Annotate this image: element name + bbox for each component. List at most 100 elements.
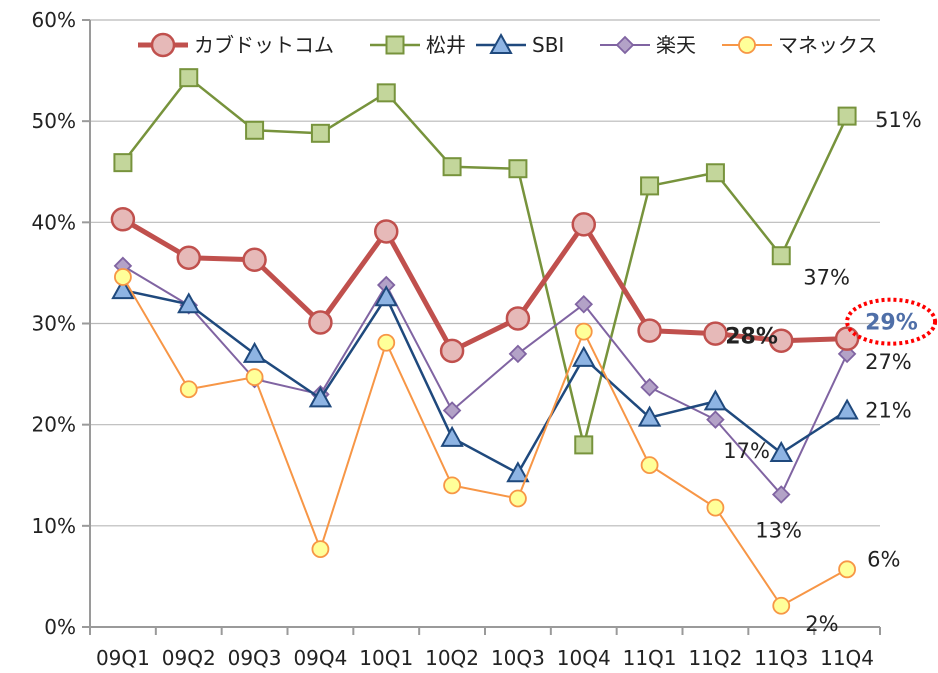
gridlines (90, 19, 880, 527)
data-point-marker (311, 540, 330, 559)
series-line (122, 276, 848, 607)
annotation-label: 37% (803, 266, 850, 290)
data-point-marker (738, 36, 756, 54)
data-point-marker (706, 410, 725, 429)
x-tick-label: 09Q4 (293, 646, 347, 670)
series-4 (113, 256, 857, 504)
x-tick-label: 09Q3 (228, 646, 282, 670)
data-point-marker (508, 344, 528, 364)
data-point-marker (308, 310, 333, 335)
x-tick-label: 10Q3 (491, 646, 545, 670)
data-point-marker (114, 268, 132, 286)
x-tick-label: 09Q1 (96, 646, 150, 670)
annotation-label: 28% (725, 325, 778, 350)
axes: 0% 10% 20% 30% 40% 50% 60% 09Q1 09Q2 09Q3 09Q4 10Q1… (32, 8, 881, 670)
data-annotations: 51% 37% 28% 29% 27% 17% 21% 13% 6% 2% (723, 108, 938, 636)
legend-entry: カブドットコム (138, 32, 334, 58)
data-point-marker (509, 489, 527, 508)
series-line (122, 264, 848, 496)
data-point-marker (572, 345, 596, 367)
data-point-marker (113, 153, 133, 173)
annotation-label: 17% (723, 439, 770, 463)
data-point-marker (439, 338, 465, 364)
x-tick-label: 09Q2 (162, 646, 216, 670)
data-point-marker (179, 380, 198, 399)
x-tick-label: 10Q2 (425, 646, 479, 670)
data-point-marker (377, 333, 396, 352)
data-point-marker (440, 425, 464, 447)
x-tick-label: 11Q1 (623, 646, 677, 670)
data-point-marker (705, 163, 725, 183)
legend-entry: マネックス (722, 33, 877, 57)
annotation-label: 21% (865, 399, 912, 423)
series-line (121, 76, 849, 447)
data-point-marker (376, 83, 396, 103)
data-point-marker (508, 159, 528, 179)
legend-entry: SBI (476, 32, 564, 57)
data-point-marker (179, 68, 199, 88)
data-point-marker (615, 35, 635, 55)
data-point-marker (489, 32, 513, 54)
data-point-marker (310, 123, 330, 143)
data-point-marker (703, 321, 728, 346)
highlight-circle (845, 297, 938, 346)
data-point-marker (637, 405, 662, 427)
x-tick-label: 11Q3 (754, 646, 808, 670)
data-point-marker (374, 285, 398, 307)
data-point-marker (571, 212, 596, 237)
data-point-marker (772, 596, 791, 615)
y-tick-label: 40% (32, 210, 76, 234)
data-point-marker (640, 176, 660, 196)
y-tick-label: 10% (32, 514, 76, 538)
data-point-marker (505, 306, 531, 331)
x-tick-label: 10Q1 (359, 646, 413, 670)
data-point-marker (443, 476, 461, 495)
data-point-marker (242, 341, 267, 363)
data-point-marker (835, 398, 859, 420)
data-point-marker (245, 368, 264, 387)
series-lines (110, 68, 860, 615)
series-1 (110, 207, 860, 364)
x-tick-label: 10Q4 (557, 646, 611, 670)
legend-label: 松井 (426, 33, 466, 57)
annotation-label: 27% (865, 350, 912, 374)
data-point-marker (769, 328, 794, 353)
data-point-marker (640, 456, 659, 475)
data-point-marker (637, 318, 662, 343)
data-point-marker (703, 389, 728, 411)
data-point-marker (837, 106, 857, 126)
y-tick-label: 50% (32, 109, 76, 133)
annotation-label: 6% (867, 547, 900, 571)
legend-entry: 楽天 (600, 33, 696, 57)
y-tick-label: 20% (32, 413, 76, 437)
annotation-label: 51% (875, 108, 922, 132)
data-point-marker (242, 247, 267, 273)
series-3 (111, 278, 859, 483)
data-point-marker (769, 440, 793, 462)
data-point-marker (574, 322, 593, 341)
data-point-marker (506, 461, 530, 483)
data-point-marker (574, 295, 594, 314)
data-point-marker (442, 401, 462, 420)
data-point-marker (385, 35, 405, 55)
legend-label: カブドットコム (194, 33, 334, 57)
data-point-marker (771, 485, 791, 504)
data-point-marker (374, 219, 399, 244)
data-point-marker (838, 560, 856, 579)
data-point-marker (308, 386, 333, 408)
y-tick-label: 30% (32, 312, 76, 336)
legend-label: 楽天 (656, 33, 696, 57)
data-point-marker (150, 32, 176, 58)
y-tick-label: 0% (44, 615, 76, 639)
data-point-marker (574, 435, 594, 455)
annotation-label: 29% (865, 311, 918, 336)
x-tick-label: 11Q2 (688, 646, 742, 670)
data-point-marker (176, 245, 201, 270)
data-point-marker (834, 326, 860, 351)
data-point-marker (706, 498, 725, 517)
data-point-marker (177, 292, 201, 314)
legend: カブドットコム 松井 SBI 楽天 マネックス (138, 32, 877, 58)
data-point-marker (111, 278, 135, 300)
